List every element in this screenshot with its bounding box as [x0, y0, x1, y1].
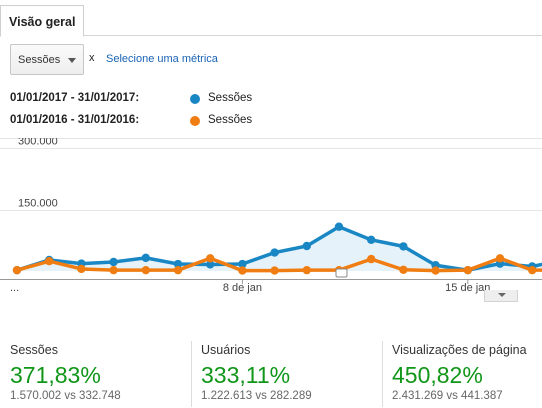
data-point: [141, 265, 150, 275]
legend-metric: Sessões: [208, 114, 253, 126]
summary-compare: 2.431.269 vs 441.387: [392, 390, 503, 402]
x-tick-label: ...: [10, 282, 19, 294]
data-point: [12, 265, 22, 275]
annotation-icon: [335, 268, 348, 278]
legend-date-range: 01/01/2016 - 31/01/2016:: [10, 114, 140, 126]
series-line: [16, 256, 542, 273]
summary-change: 333,11%: [201, 362, 291, 388]
chart-options-button[interactable]: [484, 290, 518, 302]
summary-label: Visualizações de página: [392, 343, 527, 357]
x-tick-label: 8 de jan: [223, 282, 262, 294]
summary-users: Usuários 333,11% 1.222.613 vs 282.289: [191, 340, 381, 408]
data-point: [270, 248, 279, 257]
summary-label: Usuários: [201, 343, 251, 357]
data-point: [367, 235, 376, 245]
data-point: [270, 266, 279, 275]
data-point: [431, 266, 440, 275]
data-point: [141, 253, 150, 263]
summary-compare: 1.570.002 vs 332.748: [10, 390, 121, 402]
summary-change: 371,83%: [10, 362, 101, 388]
chevron-down-icon: [68, 58, 76, 63]
summary-sessions: Sessões 371,83% 1.570.002 vs 332.748: [0, 340, 190, 408]
data-point: [463, 265, 472, 275]
divider: [191, 341, 192, 407]
metric-select[interactable]: Sessões: [10, 44, 84, 75]
data-point: [302, 241, 311, 251]
y-tick-label: 300.000: [18, 138, 58, 148]
summary-change: 450,82%: [392, 362, 483, 388]
legend-metric: Sessões: [208, 92, 253, 104]
tab-overview[interactable]: Visão geral: [0, 5, 84, 37]
data-point: [495, 254, 505, 263]
x-tick-label: 15 de jan: [445, 282, 490, 294]
data-point: [334, 222, 344, 231]
legend-dot-icon: [190, 116, 200, 126]
data-point: [528, 265, 537, 275]
sessions-line-chart: 300.000 150.000... 8 de jan 15 de jan: [0, 138, 542, 294]
chevron-down-icon: [498, 293, 506, 297]
data-point: [77, 264, 86, 274]
select-metric-link[interactable]: Selecione uma métrica: [106, 53, 218, 65]
data-point: [206, 260, 215, 269]
data-point: [399, 242, 408, 251]
legend-dot-icon: [190, 94, 200, 104]
data-point: [109, 257, 118, 267]
legend-date-range: 01/01/2017 - 31/01/2017:: [10, 92, 140, 104]
data-point: [109, 265, 118, 275]
remove-metric-button[interactable]: x: [89, 52, 95, 64]
data-point: [173, 265, 183, 275]
summary-compare: 1.222.613 vs 282.289: [201, 390, 312, 402]
y-tick-label: 150.000: [18, 198, 58, 210]
data-point: [367, 254, 376, 264]
summary-label: Sessões: [10, 343, 58, 357]
summary-pageviews: Visualizações de página 450,82% 2.431.26…: [382, 340, 542, 408]
data-point: [302, 265, 311, 275]
data-point: [45, 256, 54, 266]
data-point: [173, 259, 183, 269]
data-point: [238, 266, 247, 275]
metric-select-value: Sessões: [18, 54, 61, 66]
data-point: [206, 254, 215, 263]
divider: [382, 341, 383, 407]
tab-bar: Visão geral: [0, 0, 542, 37]
data-point: [399, 265, 408, 274]
data-point: [238, 259, 247, 269]
